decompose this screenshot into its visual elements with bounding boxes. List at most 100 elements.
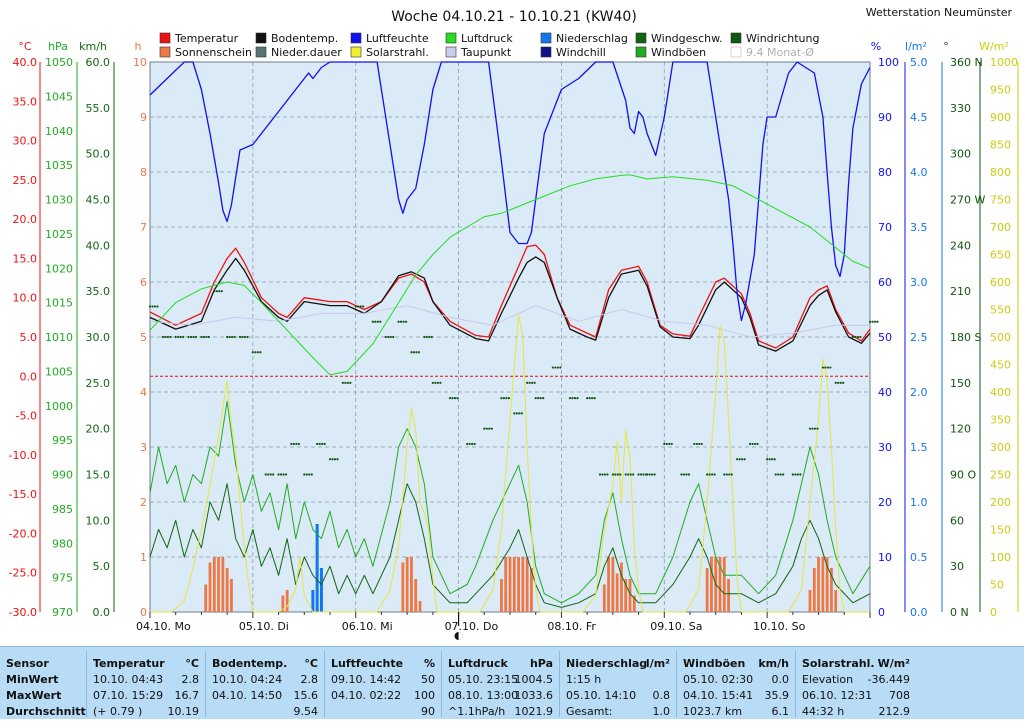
wind-direction-dot (614, 473, 617, 476)
wind-direction-dot (526, 381, 529, 384)
legend-swatch (255, 32, 267, 44)
wind-direction-dot (766, 458, 769, 461)
axis-tick-pressure: 1010 (45, 331, 73, 344)
stats-cell-value: 2.8 (181, 673, 200, 686)
wind-direction-dot (200, 335, 203, 339)
axis-tick-temperature: 15.0 (13, 252, 38, 265)
wind-direction-dot (616, 473, 619, 476)
wind-direction-dot (272, 473, 275, 476)
stats-unit: % (423, 657, 435, 670)
wind-direction-dot (576, 397, 579, 400)
axis-tick-solar: 1000 (990, 56, 1018, 69)
sunshine-bar (817, 557, 820, 612)
sunshine-bar (611, 557, 615, 612)
wind-direction-dot (333, 458, 337, 461)
stats-row: Gesamt: 1.0 (566, 705, 670, 721)
wind-direction-dot (246, 335, 249, 339)
sunshine-bar (508, 557, 512, 612)
axis-tick-precip: 4.0 (910, 166, 928, 179)
axis-tick-wind: 10.0 (86, 514, 111, 527)
legend-swatch (635, 46, 647, 58)
wind-direction-dot (295, 442, 298, 446)
series-bodentemp- (149, 256, 871, 352)
axis-tick-temperature: 30.0 (13, 135, 38, 148)
legend-label: Sonnenschein (175, 46, 252, 59)
wind-direction-dot (277, 473, 280, 476)
wind-direction-dot (842, 381, 845, 384)
wind-direction-dot (267, 473, 270, 476)
legend-swatch (350, 32, 362, 44)
axis-tick-temperature: 5.0 (20, 331, 38, 344)
x-tick-label: 09.10. Sa (650, 620, 702, 633)
wind-direction-dot (851, 335, 854, 339)
axis-tick-precip: 1.0 (910, 496, 928, 509)
stats-cell-value: 100 (414, 689, 435, 702)
wind-direction-dot (601, 473, 604, 476)
axis-tick-solar: 250 (990, 469, 1011, 482)
wind-direction-dot (153, 305, 157, 308)
wind-direction-dot (539, 397, 542, 400)
axis-tick-pressure: 1030 (45, 194, 73, 207)
stats-label-max: MaxWert (6, 689, 62, 702)
stats-cell-value: -36.449 (867, 673, 910, 686)
wind-direction-dot (205, 335, 208, 339)
wind-direction-dot (310, 473, 313, 476)
wind-direction-dot (490, 427, 493, 430)
wind-direction-dot (387, 335, 390, 339)
wind-direction-dot (771, 458, 774, 461)
series-windb-en (149, 400, 871, 604)
wind-direction-dot (284, 473, 288, 476)
sunshine-bar (410, 557, 413, 612)
wind-direction-dot (331, 458, 334, 461)
stats-cell-value: 50 (421, 673, 435, 686)
axis-tick-sunshine: 10 (133, 56, 147, 69)
wind-direction-dot (423, 335, 426, 339)
axis-tick-sunshine: 4 (140, 386, 147, 399)
series-solarstrahl- (150, 314, 870, 613)
stats-cell-label: 10.10. 04:24 (212, 673, 283, 686)
sunshine-bar (710, 557, 713, 612)
axis-unit-pressure: hPa (48, 40, 68, 53)
wind-direction-dot (859, 335, 862, 339)
wind-direction-dot (502, 397, 506, 400)
wind-direction-dot (730, 473, 733, 476)
x-axis: 04.10. Mo 05.10. Di 06.10. Mi 07.10. Do 08.1… (136, 612, 871, 640)
stats-cell-label: ^1.1hPa/h (448, 705, 506, 718)
wind-direction-dot (269, 473, 272, 476)
wind-direction-dot (648, 473, 651, 476)
stats-header: Luftdruck hPa (448, 657, 553, 673)
sunshine-bar (722, 557, 726, 612)
axis-tick-sunshine: 5 (140, 331, 147, 344)
stats-row: ^1.1hPa/h 1021.9 (448, 705, 553, 721)
wind-direction-dot (774, 473, 777, 476)
stats-cell-label: 09.10. 14:42 (331, 673, 402, 686)
stats-row: Elevation -36.449 (802, 673, 910, 689)
stats-cell-label: Gesamt: (566, 705, 613, 718)
wind-direction-dot (756, 442, 759, 446)
wind-direction-dot (207, 335, 211, 339)
axis-tick-pressure: 1040 (45, 125, 73, 138)
wind-direction-dot (371, 320, 374, 323)
axis-tick-direction: 300 (950, 148, 971, 161)
wind-direction-dot (357, 305, 360, 308)
stats-cell-label: 05.10. 02:30 (683, 673, 754, 686)
axis-tick-precip: 0.5 (910, 551, 928, 564)
axis-unit-solar: W/m² (979, 40, 1009, 53)
wind-direction-dot (194, 335, 198, 339)
axis-unit-sunshine: h (135, 40, 142, 53)
wind-direction-dot (174, 335, 177, 339)
wind-direction-dot (362, 305, 365, 308)
stats-cell-value: 1.0 (652, 705, 671, 718)
wind-direction-dot (507, 397, 511, 400)
wind-direction-dot (439, 381, 442, 384)
axis-tick-temperature: 10.0 (13, 292, 38, 305)
axis-tick-humidity: 10 (878, 551, 892, 564)
legend-label: 9.4 Monat-Ø (746, 46, 814, 59)
axis-tick-direction: 180 S (950, 331, 981, 344)
wind-direction-dot (346, 381, 349, 384)
axis-tick-precip: 3.5 (910, 221, 928, 234)
stats-cell-value: 15.6 (293, 689, 319, 702)
stats-cell-label: 04.10. 15:41 (683, 689, 754, 702)
axis-tick-precip: 1.5 (910, 441, 928, 454)
wind-direction-dot (876, 320, 879, 323)
